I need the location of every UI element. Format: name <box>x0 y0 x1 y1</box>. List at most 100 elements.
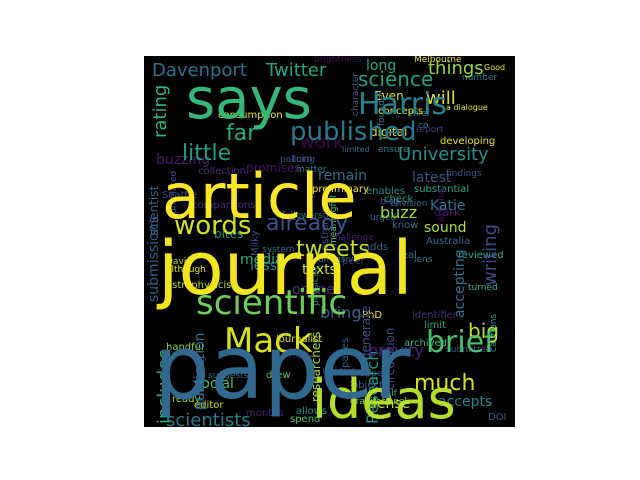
word-envision: envision <box>390 199 427 209</box>
word-co: co <box>418 121 429 131</box>
word-check: check <box>384 194 413 205</box>
word-journal: journal <box>156 226 413 312</box>
word-dark: dark <box>434 205 461 219</box>
word-submissions: submissions <box>146 216 162 302</box>
word-tweets: tweets <box>296 237 370 262</box>
word-australia: Australia <box>426 236 470 247</box>
word-research: Research <box>363 351 382 424</box>
word-handful: handful <box>166 342 204 353</box>
word-ready: ready <box>172 394 201 405</box>
word-months: months <box>246 408 284 419</box>
word-character: character <box>351 73 361 116</box>
word-adds: adds <box>364 242 388 253</box>
word-scientists: scientists <box>166 410 251 427</box>
word-meaningful: meaningful <box>329 195 339 246</box>
word-half: half <box>380 389 398 399</box>
word-seattle: Seattle <box>162 190 197 201</box>
word-twitter: Twitter <box>265 60 327 81</box>
word-turned: turned <box>468 283 498 293</box>
word-lens: lens <box>414 255 433 265</box>
word-mack: Mack <box>224 321 313 361</box>
word-halo: halo <box>288 347 314 361</box>
word-paper: paper <box>154 316 411 419</box>
word-unrelated: unrelated <box>169 171 179 214</box>
word-offensive: offensive <box>318 255 359 265</box>
word-online: online <box>292 282 335 298</box>
word-although: although <box>166 265 206 275</box>
word-doi: DOI <box>488 412 507 423</box>
word-good: Good <box>484 63 505 72</box>
word-better: better <box>349 370 359 398</box>
word-physicist: physicist <box>311 266 321 306</box>
word-real: real <box>398 250 417 261</box>
word-buzz: buzz <box>380 203 417 222</box>
word-allows: allows <box>296 406 327 417</box>
word-limit: limit <box>424 320 446 331</box>
word-researchers: researchers <box>309 332 323 402</box>
word-substantial: substantial <box>414 184 469 195</box>
word-buzzing: buzzing <box>156 152 210 168</box>
word-system: system <box>262 245 295 255</box>
word-spend: spend <box>290 414 320 425</box>
word-things: things <box>428 58 484 79</box>
cloud-background <box>144 56 515 427</box>
word-consumption: consumption <box>218 110 283 121</box>
word-published: published <box>290 117 416 147</box>
word-says: says <box>186 67 312 132</box>
word-ideas: ideas <box>312 368 456 427</box>
word-accepting: accepting <box>452 249 468 318</box>
word-bites: bites <box>214 227 243 241</box>
word-promises: promises <box>246 161 301 175</box>
word-submitted: submitted <box>446 345 492 355</box>
word-circulation: circulation <box>383 328 397 390</box>
word-latest: latest <box>412 170 452 186</box>
word-object: object <box>352 380 383 391</box>
word-journalist: journalist <box>275 334 322 345</box>
word-university: University <box>398 144 489 165</box>
word-phd: PhD <box>362 310 382 321</box>
word-unique: unique <box>322 366 356 377</box>
word-will: will <box>426 88 456 109</box>
word-developing: developing <box>440 136 495 147</box>
word-astrophysicist: astrophysicist <box>166 280 235 291</box>
word-pages: pages <box>340 338 351 368</box>
word-peer: peer <box>342 256 366 267</box>
word-rating: rating <box>150 85 171 138</box>
word-long: long <box>366 58 396 74</box>
word-drew: drew <box>266 370 291 381</box>
word-followers: followers <box>282 211 323 221</box>
word-scientist: scientist <box>147 186 161 236</box>
word-archived: archived <box>404 338 447 349</box>
word-writing: writing <box>480 224 501 286</box>
word-blog: blog <box>380 197 399 207</box>
word-founder: founder <box>377 91 387 126</box>
word-even: Even <box>374 89 404 103</box>
word-work: work <box>300 132 344 153</box>
word-bring: bring <box>320 303 361 322</box>
word-turn: turn <box>292 154 313 165</box>
word-enables: enables <box>366 186 405 197</box>
word-astronomy: astronomy <box>320 197 331 250</box>
word-brief: brief <box>426 325 496 360</box>
word-accepts: accepts <box>438 394 492 410</box>
word-dense: dense <box>368 396 410 412</box>
word-challenge: challenge <box>330 233 374 243</box>
word-article: article <box>162 160 356 233</box>
word-melbourne: Melbourne <box>414 56 462 65</box>
word-cloud-canvas: Good a dialogue limited Melbourne David chief… <box>144 56 515 427</box>
word-big: big <box>468 319 499 343</box>
word-milky: Milky <box>250 230 261 256</box>
word-science: science <box>358 67 433 91</box>
word-brightness: brightness <box>314 56 362 65</box>
word-already: already <box>266 211 348 236</box>
word-editor: editor <box>194 400 224 411</box>
word-gravitational: gravitational <box>350 397 407 407</box>
word-ranking: ranking <box>436 188 447 226</box>
word-limited: limited <box>342 145 370 154</box>
word-concepts: concepts <box>378 106 423 117</box>
word-includes: includes <box>154 349 175 424</box>
word-davenport: Davenport <box>152 60 247 81</box>
word-cloud: Good a dialogue limited Melbourne David chief… <box>144 56 515 427</box>
word-number: number <box>462 73 497 83</box>
